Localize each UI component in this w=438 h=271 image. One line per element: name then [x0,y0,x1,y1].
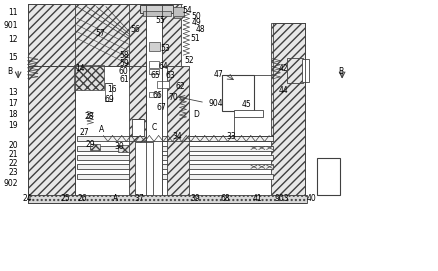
Text: 59: 59 [119,59,129,68]
Text: 25: 25 [60,193,70,202]
Text: 20: 20 [8,141,18,150]
Bar [143,11,171,15]
Text: 42: 42 [279,64,289,73]
Text: 41: 41 [253,193,262,202]
Text: 37: 37 [134,193,145,202]
Text: 27: 27 [80,128,89,137]
Bar [105,83,113,101]
Text: 13: 13 [8,88,18,97]
Bar [118,145,129,152]
Text: 11: 11 [8,8,18,17]
Text: 65: 65 [151,71,161,80]
Bar [130,66,146,195]
Text: 62: 62 [176,82,185,91]
Text: 45: 45 [241,100,251,109]
Text: 18: 18 [8,110,18,119]
Text: 33: 33 [226,131,236,141]
Bar [28,195,307,204]
Text: C: C [152,124,157,133]
Text: 39: 39 [190,193,200,202]
Text: 29: 29 [85,140,95,149]
Bar [77,156,273,160]
Text: A: A [113,193,118,202]
Bar [77,174,273,179]
Bar [157,81,169,88]
Text: 56: 56 [130,24,140,34]
Bar [272,23,305,195]
Bar [141,5,173,13]
Bar [130,4,181,66]
Text: 902: 902 [3,179,18,188]
Text: 64: 64 [158,62,168,71]
Text: 24: 24 [22,193,32,202]
Text: 22: 22 [8,159,18,168]
Bar [146,4,162,195]
Text: 904: 904 [208,99,223,108]
Bar [74,65,104,90]
Bar [77,164,273,169]
Text: 61: 61 [119,75,129,84]
Text: 19: 19 [8,121,18,130]
Bar [173,7,184,17]
Text: D: D [193,110,199,119]
Bar [223,75,254,111]
Text: 14: 14 [75,64,85,73]
Text: 53: 53 [161,44,171,53]
Text: 15: 15 [8,53,18,62]
Bar [149,69,159,74]
Text: 57: 57 [95,29,105,38]
Text: 54: 54 [183,7,192,15]
Text: 34: 34 [173,131,182,141]
Text: 66: 66 [152,91,162,100]
Text: 40: 40 [307,193,316,202]
Text: 55: 55 [155,16,165,25]
Bar [149,61,159,67]
Text: 30: 30 [115,142,124,151]
Text: 63: 63 [165,71,175,80]
Text: 21: 21 [8,150,18,159]
Text: 26: 26 [78,193,88,202]
Text: 23: 23 [8,168,18,177]
Text: B: B [338,67,343,76]
Text: 47: 47 [213,70,223,79]
Text: 901: 901 [3,21,18,30]
Text: 70: 70 [168,93,178,102]
Bar [132,118,144,136]
Bar [174,15,182,18]
Bar [135,142,152,195]
Text: 48: 48 [196,25,205,34]
Text: A: A [99,125,105,134]
Text: 50: 50 [191,12,201,21]
Text: 52: 52 [184,56,194,65]
Text: 68: 68 [221,193,230,202]
Bar [28,66,75,195]
Bar [149,92,159,97]
Text: 17: 17 [8,99,18,108]
Bar [167,66,189,195]
Text: 28: 28 [84,112,94,121]
Text: 58: 58 [119,51,129,60]
Bar [77,136,273,141]
Bar [302,59,308,82]
Bar [149,42,160,51]
Text: 51: 51 [190,34,200,43]
Text: 903: 903 [275,193,290,202]
Bar [287,58,303,83]
Text: 69: 69 [104,95,114,104]
Bar [77,146,273,151]
Bar [234,109,263,117]
Text: 67: 67 [156,104,166,112]
Bar [90,144,100,150]
Text: 49: 49 [191,18,201,27]
Text: 44: 44 [279,86,289,95]
Bar [28,4,151,66]
Text: 12: 12 [8,35,18,44]
Text: 60: 60 [119,67,129,76]
Text: 16: 16 [107,85,117,93]
Text: B: B [8,67,13,76]
Bar [317,158,340,195]
